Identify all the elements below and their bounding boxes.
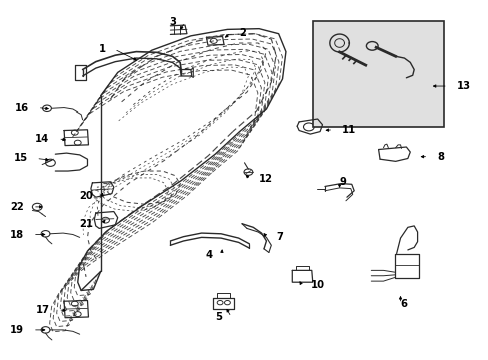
Text: 4: 4 [205, 250, 212, 260]
Text: 9: 9 [339, 177, 346, 187]
Text: 7: 7 [276, 232, 283, 242]
Text: 8: 8 [436, 152, 443, 162]
Text: 13: 13 [456, 81, 469, 91]
Text: 21: 21 [79, 219, 93, 229]
Text: 1: 1 [98, 44, 105, 54]
Text: 3: 3 [169, 17, 176, 27]
Text: 2: 2 [239, 28, 246, 38]
Text: 14: 14 [35, 134, 49, 144]
Text: 22: 22 [10, 202, 24, 212]
Text: 19: 19 [10, 325, 24, 335]
Text: 12: 12 [259, 174, 273, 184]
Text: 17: 17 [36, 305, 49, 315]
Text: 20: 20 [80, 191, 93, 201]
Text: 6: 6 [400, 299, 407, 309]
Text: 5: 5 [215, 312, 222, 322]
Text: 10: 10 [310, 280, 324, 290]
Text: 15: 15 [13, 153, 27, 163]
Bar [312, 21, 444, 127]
Text: 18: 18 [10, 230, 24, 239]
Text: 16: 16 [15, 103, 29, 113]
Text: 11: 11 [341, 125, 356, 135]
